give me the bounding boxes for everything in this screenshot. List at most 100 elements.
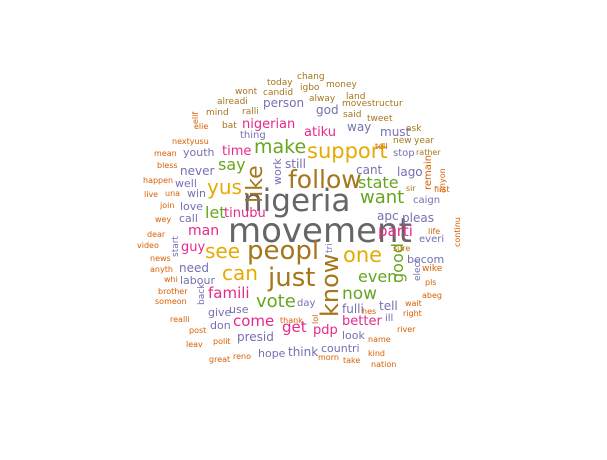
- word-chang: chang: [297, 72, 325, 82]
- word-follow: follow: [288, 165, 362, 194]
- word-apc: apc: [377, 209, 399, 223]
- word-yus: yus: [207, 175, 242, 199]
- word-labour: labour: [180, 274, 216, 287]
- word-tinubu: tinubu: [224, 206, 266, 221]
- word-year: year: [414, 136, 435, 146]
- word-parti: parti: [378, 222, 413, 240]
- word-name: name: [368, 335, 391, 344]
- word-brother: brother: [158, 287, 188, 296]
- word-igbo: igbo: [300, 83, 320, 93]
- word-hope: hope: [258, 347, 286, 360]
- word-bat: bat: [222, 121, 237, 131]
- word-now: now: [342, 284, 378, 304]
- word-like: like: [243, 165, 268, 203]
- word-know: know: [316, 253, 344, 317]
- word-dear: dear: [147, 230, 166, 239]
- word-ask: ask: [406, 124, 422, 134]
- word-anyth: anyth: [150, 265, 173, 274]
- word-support: support: [307, 139, 388, 163]
- word-live: live: [144, 190, 159, 199]
- word-video: video: [137, 241, 159, 250]
- word-nigerian: nigerian: [242, 117, 296, 132]
- word-say: say: [218, 155, 246, 174]
- word-post: post: [189, 326, 207, 335]
- word-news: news: [150, 254, 171, 263]
- word-come: come: [233, 312, 275, 330]
- word-wont: wont: [235, 87, 258, 97]
- word-land: land: [346, 92, 366, 102]
- word-abeg: abeg: [422, 291, 442, 300]
- word-ralli: ralli: [242, 107, 259, 117]
- word-continu: continu: [453, 217, 462, 247]
- word-elif: elif: [191, 111, 200, 124]
- word-hes: hes: [362, 307, 377, 316]
- word-use: use: [229, 303, 249, 316]
- word-never: never: [180, 164, 215, 178]
- word-vote: vote: [256, 291, 296, 312]
- word-better: better: [342, 314, 382, 329]
- word-person: person: [263, 96, 305, 110]
- word-thing: thing: [240, 130, 266, 141]
- word-love: love: [180, 200, 204, 213]
- word-polit: polit: [213, 337, 231, 346]
- word-get: get: [282, 318, 307, 336]
- word-fulli: fulli: [342, 302, 364, 316]
- word-movement: movement: [228, 211, 412, 251]
- word-realli: realli: [170, 315, 190, 324]
- word-ill: ill: [385, 313, 394, 324]
- word-una: una: [165, 189, 181, 198]
- word-let: let: [205, 203, 226, 222]
- word-start: start: [171, 236, 181, 257]
- word-one: one: [343, 243, 383, 267]
- word-reno: reno: [233, 352, 251, 361]
- word-nextyusu: nextyusu: [172, 137, 209, 146]
- word-call: call: [179, 212, 198, 225]
- word-cant: cant: [356, 163, 383, 177]
- word-god: god: [316, 103, 339, 117]
- word-even: even: [358, 267, 398, 286]
- word-work: work: [271, 158, 284, 185]
- word-join: join: [160, 201, 175, 210]
- word-morn: morn: [318, 353, 339, 362]
- word-mind: mind: [206, 108, 229, 118]
- word-becom: becom: [407, 253, 445, 266]
- word-give: give: [208, 306, 232, 319]
- word-just: just: [268, 263, 316, 293]
- word-tell: tell: [379, 299, 398, 313]
- word-pdp: pdp: [313, 323, 338, 338]
- word-sir: sir: [406, 184, 416, 193]
- word-don: don: [210, 319, 231, 332]
- word-take: take: [343, 356, 361, 365]
- word-countri: countri: [321, 342, 360, 355]
- word-elie: elie: [194, 122, 209, 131]
- word-win: win: [187, 187, 207, 200]
- word-life: life: [428, 227, 441, 236]
- word-can: can: [222, 261, 258, 285]
- word-nation: nation: [371, 360, 397, 369]
- word-famili: famili: [208, 284, 250, 302]
- word-right: right: [403, 309, 422, 318]
- word-pleas: pleas: [402, 211, 434, 225]
- word-still: still: [285, 157, 306, 171]
- word-time: time: [222, 144, 252, 159]
- word-bless: bless: [157, 161, 178, 170]
- word-day: day: [297, 298, 316, 309]
- word-thank: thank: [280, 316, 303, 325]
- word-wey: wey: [155, 215, 172, 224]
- word-back: back: [197, 283, 207, 305]
- word-leav: leav: [186, 340, 203, 349]
- word-said: said: [343, 110, 362, 120]
- word-state: state: [358, 173, 399, 192]
- word-nigeria: nigeria: [243, 183, 351, 219]
- word-happen: happen: [143, 176, 174, 185]
- word-must: must: [380, 125, 411, 139]
- word-youth: youth: [183, 146, 215, 159]
- word-atiku: atiku: [304, 125, 337, 140]
- word-need: need: [179, 261, 209, 275]
- word-wike: wike: [422, 264, 443, 274]
- word-whi: whi: [164, 275, 178, 284]
- word-everi: everi: [419, 234, 445, 245]
- word-caign: caign: [413, 195, 441, 206]
- word-tell: tell: [375, 142, 388, 151]
- word-alreadi: alreadi: [217, 97, 248, 107]
